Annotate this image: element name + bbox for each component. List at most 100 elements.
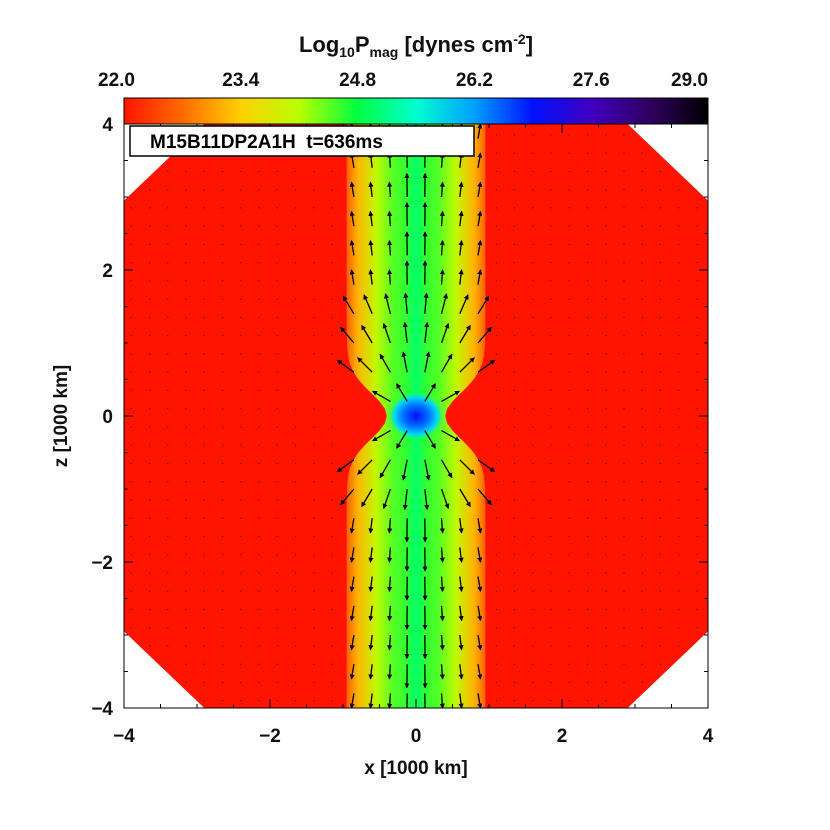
vector-dot [185,262,187,264]
vector-dot [167,608,169,611]
vector-arrow [387,181,393,198]
vector-dot [623,700,625,702]
vector-dot [185,554,187,556]
vector-dot [495,645,497,647]
vector-dot [532,627,534,629]
vector-dot [240,645,242,647]
vector-dot [550,426,552,428]
vector-arrow [382,322,392,344]
vector-arrow [340,488,355,506]
vector-dot [495,535,497,538]
vector-dot [258,408,260,410]
vector-dot [240,681,242,684]
vector-dot [623,517,625,519]
vector-dot [331,462,333,465]
vector-dot [678,316,680,318]
vector-dot [532,462,534,465]
vector-arrow [424,459,431,481]
vector-dot [295,645,297,647]
vector-dot [495,298,497,300]
vector-arrow [441,430,461,442]
vector-dot [149,243,151,245]
vector-dot [203,481,205,483]
vector-arrow [439,269,445,285]
vector-dot [696,243,698,245]
vector-dot [586,134,589,136]
vector-dot [513,700,516,702]
vector-dot [513,572,516,574]
vector-arrow [439,210,445,227]
vector-dot [276,316,278,318]
vector-arrow [459,357,475,373]
vector-arrow [458,634,464,651]
vector-dot [586,298,589,300]
vector-dot [586,681,589,684]
vector-arrow [477,295,490,315]
vector-dot [331,554,333,556]
vector-dot [605,681,607,684]
vector-dot [513,462,516,465]
vector-dot [641,554,643,556]
vector-dot [532,535,534,538]
vector-dot [149,645,151,647]
vector-dot [331,189,333,191]
vector-dot [130,627,132,629]
vector-dot [295,207,297,209]
vector-dot [623,408,625,410]
vector-dot [495,608,497,611]
vector-dot [678,481,680,483]
vector-dot [258,444,260,446]
vector-dot [513,627,516,629]
vector-dot [532,316,534,318]
vector-dot [331,590,333,592]
vector-dot [550,554,552,556]
vector-dot [696,572,698,574]
vector-arrow [439,693,445,708]
vector-dot [696,517,698,519]
vector-dot [185,499,187,501]
vector-dot [641,426,643,428]
vector-dot [641,462,643,465]
vector-dot [240,189,242,191]
vector-dot [623,554,625,556]
vector-dot [586,426,589,428]
vector-arrow [371,430,391,442]
vector-dot [167,353,169,355]
vector-dot [532,590,534,592]
vector-dot [696,298,698,300]
vector-dot [258,681,260,684]
vector-dot [295,481,297,483]
vector-dot [295,554,297,556]
vector-arrow [349,605,355,622]
vector-arrow [477,269,483,285]
vector-dot [568,353,570,355]
vector-dot [532,353,534,355]
vector-dot [185,353,187,355]
vector-dot [678,627,680,629]
vector-dot [222,535,224,538]
vector-dot [185,517,187,519]
vector-dot [313,572,315,574]
vector-dot [568,207,570,209]
vector-dot [240,535,242,538]
vector-dot [605,298,607,300]
vector-dot [495,499,497,501]
vector-dot [495,243,497,245]
y-axis-title: z [1000 km] [51,365,72,467]
vector-dot [331,408,333,410]
vector-dot [295,243,297,245]
vector-dot [313,316,315,318]
vector-dot [641,663,643,665]
vector-dot [659,371,662,373]
vector-arrow [379,459,391,479]
vector-dot [495,371,497,373]
vector-dot [568,152,570,154]
vector-dot [295,189,297,191]
vector-dot [149,207,151,209]
vector-dot [568,590,570,592]
vector-dot [568,316,570,318]
vector-dot [167,535,169,538]
vector-dot [513,298,516,300]
vector-dot [295,590,297,592]
vector-dot [659,645,662,647]
